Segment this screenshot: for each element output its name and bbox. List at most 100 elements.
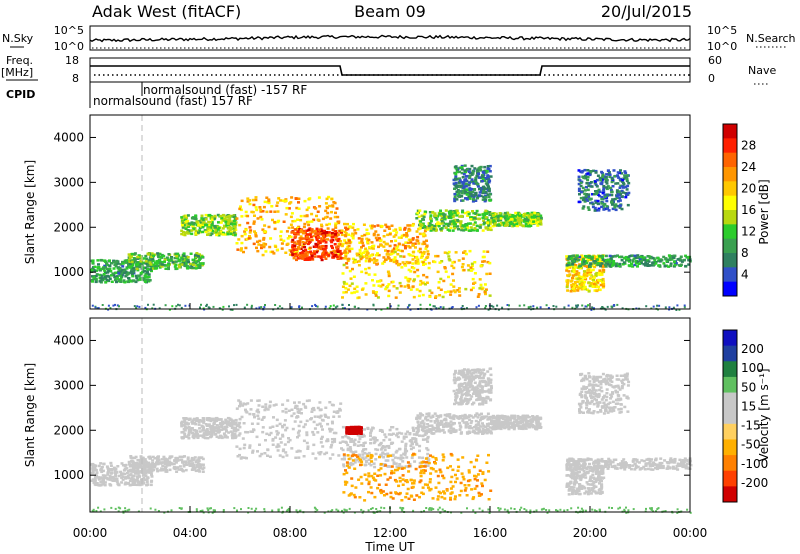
data-cell [232, 434, 236, 437]
data-cell [488, 272, 492, 275]
data-cell [483, 290, 487, 294]
data-cell [213, 432, 217, 436]
data-cell [199, 219, 203, 222]
data-cell [340, 457, 344, 461]
data-cell [198, 253, 201, 256]
data-cell [444, 270, 448, 273]
data-cell [289, 215, 293, 219]
data-cell [150, 475, 154, 478]
data-cell [417, 215, 421, 218]
data-cell [464, 190, 467, 193]
data-cell [626, 174, 630, 177]
data-cell [98, 280, 102, 283]
data-cell [468, 176, 472, 180]
data-cell [103, 483, 107, 487]
data-cell [223, 435, 227, 439]
data-cell [183, 233, 187, 237]
data-cell [639, 259, 643, 263]
data-cell [349, 277, 353, 280]
data-cell [320, 225, 324, 228]
data-cell [92, 276, 96, 279]
data-cell [298, 240, 302, 243]
data-cell [279, 441, 283, 444]
data-cell [126, 469, 130, 473]
data-cell [472, 229, 476, 232]
data-cell [364, 293, 368, 296]
data-cell [667, 254, 671, 257]
data-cell [448, 259, 452, 262]
data-cell [96, 307, 99, 310]
data-cell [267, 198, 271, 201]
data-cell [93, 476, 97, 479]
data-cell [103, 271, 107, 274]
data-cell [250, 422, 254, 425]
data-cell [578, 285, 582, 288]
data-cell [592, 276, 596, 279]
data-cell [526, 212, 530, 215]
data-cell [619, 179, 623, 182]
data-cell [237, 399, 241, 402]
data-cell [200, 217, 204, 220]
data-cell [342, 263, 346, 267]
data-cell [423, 229, 427, 233]
data-cell [204, 429, 208, 432]
data-cell [580, 288, 584, 291]
data-cell [334, 222, 338, 225]
data-cell [494, 212, 498, 216]
data-cell [566, 258, 570, 261]
data-cell [306, 242, 310, 246]
data-cell [415, 239, 419, 242]
data-cell [364, 259, 368, 263]
data-cell [185, 214, 189, 218]
data-cell [153, 457, 157, 460]
data-cell [427, 458, 431, 461]
data-cell [453, 195, 457, 199]
data-cell [155, 459, 159, 462]
data-cell [528, 218, 532, 221]
data-cell [399, 456, 403, 460]
data-cell [412, 429, 416, 433]
data-cell [348, 269, 352, 273]
data-cell [418, 434, 421, 437]
data-cell [369, 434, 372, 437]
data-cell [128, 254, 132, 258]
data-cell [110, 274, 113, 277]
data-cell [471, 267, 475, 271]
data-cell [416, 235, 420, 239]
data-cell [483, 165, 487, 169]
data-cell [444, 226, 448, 229]
data-cell [566, 289, 570, 292]
data-cell [133, 305, 136, 308]
data-cell [299, 235, 303, 238]
data-cell [585, 265, 589, 268]
data-cell [132, 474, 136, 478]
data-cell [173, 265, 177, 268]
data-cell [634, 256, 638, 260]
data-cell [676, 258, 680, 261]
data-cell [478, 194, 481, 197]
data-cell [313, 427, 317, 430]
data-cell [190, 232, 194, 236]
data-cell [601, 306, 604, 308]
data-cell [160, 468, 164, 472]
data-cell [168, 308, 171, 311]
data-cell [225, 420, 228, 423]
data-cell [577, 276, 581, 279]
data-cell [471, 190, 475, 194]
data-cell [262, 242, 266, 245]
data-cell [182, 230, 185, 234]
data-cell [225, 430, 228, 433]
data-cell [202, 307, 205, 310]
data-cell [212, 305, 215, 308]
data-cell [252, 222, 256, 225]
data-cell [320, 237, 324, 240]
data-cell [418, 232, 422, 236]
data-cell [215, 419, 219, 423]
data-cell [539, 223, 543, 226]
data-cell [290, 240, 294, 244]
data-cell [608, 264, 612, 268]
data-cell [248, 412, 252, 416]
data-cell [297, 434, 301, 437]
data-cell [453, 197, 457, 201]
data-cell [430, 291, 434, 295]
